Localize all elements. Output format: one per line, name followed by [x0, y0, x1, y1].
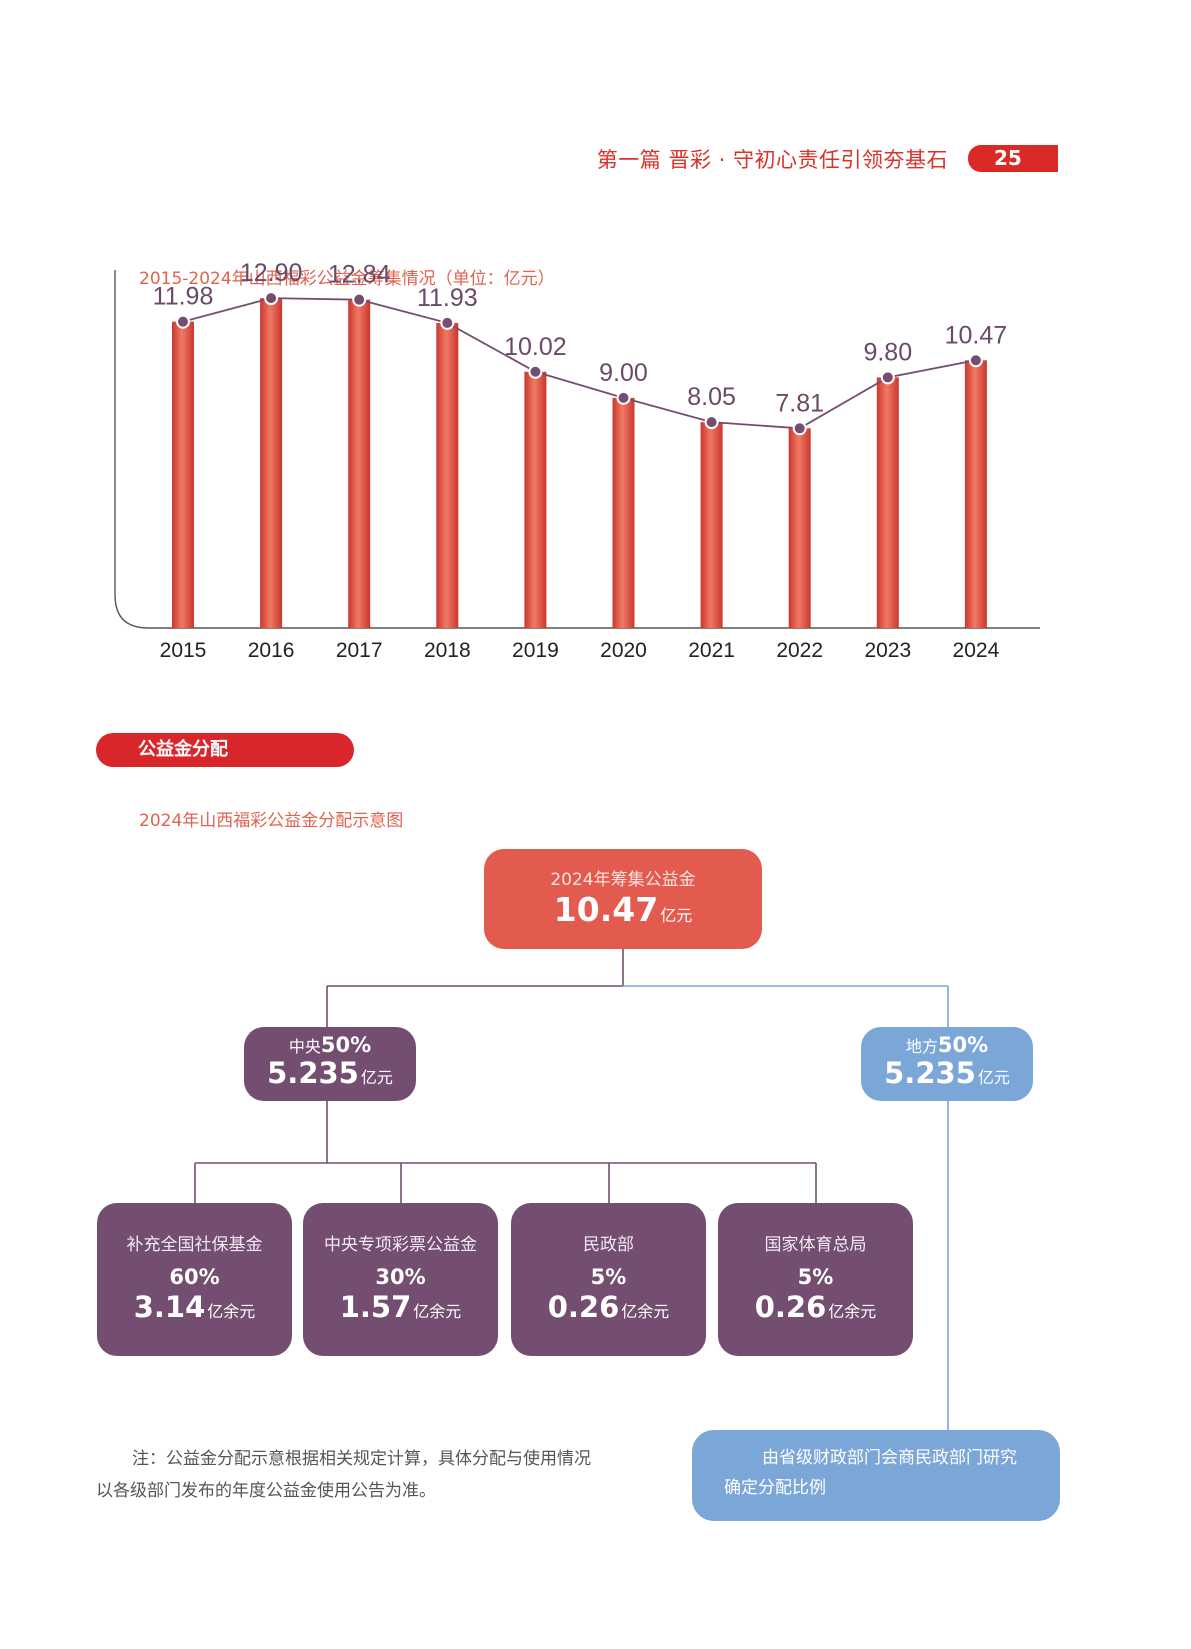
central-item-amount-line: 0.26 亿余元 [511, 1289, 706, 1330]
chart-x-tick-label: 2018 [424, 639, 471, 662]
local-share-header: 地方50% [861, 1033, 1033, 1057]
root-fund-label: 2024年筹集公益金 [550, 870, 696, 890]
central-item-unit: 亿余元 [621, 1302, 670, 1321]
central-item-amount: 0.26 [547, 1290, 620, 1324]
chart-bar [260, 298, 283, 628]
chart-x-tick-label: 2024 [953, 639, 1000, 662]
chart-bar [612, 397, 635, 628]
root-fund-box: 2024年筹集公益金 10.47 亿元 [484, 849, 762, 949]
chart-data-label: 10.47 [945, 321, 1008, 349]
central-item-percent: 30% [375, 1265, 426, 1289]
chart-x-tick-label: 2019 [512, 639, 559, 662]
chart-point [704, 415, 719, 430]
chart-x-tick-label: 2021 [688, 639, 735, 662]
chart-bar [348, 299, 371, 628]
root-fund-unit: 亿元 [660, 906, 693, 925]
chart-point [528, 364, 543, 379]
chart-data-label: 7.81 [775, 389, 824, 417]
central-share-amount: 5.235 [267, 1056, 359, 1090]
central-share-percent: 50% [320, 1033, 372, 1057]
chart-x-tick-label: 2015 [160, 639, 207, 662]
chart-axis [114, 270, 1040, 629]
chart-x-tick-label: 2016 [248, 639, 295, 662]
central-item-label: 国家体育总局 [764, 1235, 867, 1255]
central-item-label: 民政部 [583, 1235, 634, 1255]
fundraising-chart: 2015 2016 2017 2018 2019 2020 2021 2022 2023 2024… [114, 259, 1040, 662]
chart-point [176, 314, 190, 329]
central-item-amount: 3.14 [133, 1290, 206, 1324]
local-share-label: 地方 [905, 1037, 938, 1056]
chart-x-tick-label: 2022 [776, 639, 823, 662]
chart-point [440, 315, 455, 330]
chart-data-label: 11.93 [417, 284, 478, 312]
chart-point [352, 292, 367, 307]
chart-x-tick-label: 2020 [600, 639, 647, 662]
local-share-amount-line: 5.235 亿元 [861, 1057, 1033, 1094]
central-item-box: 民政部 5% 0.26 亿余元 [511, 1203, 706, 1356]
chart-data-label: 10.02 [504, 333, 567, 361]
chart-data-label: 12.90 [240, 259, 303, 287]
chart-bar [436, 322, 459, 628]
chart-point [792, 421, 807, 436]
central-item-box: 中央专项彩票公益金 30% 1.57 亿余元 [303, 1203, 498, 1356]
central-share-amount-line: 5.235 亿元 [244, 1057, 416, 1094]
chart-bar [876, 377, 899, 628]
central-item-unit: 亿余元 [413, 1302, 462, 1321]
central-item-label: 中央专项彩票公益金 [324, 1235, 477, 1255]
central-item-amount: 1.57 [339, 1290, 412, 1324]
chart-data-label: 8.05 [687, 383, 736, 411]
central-share-header: 中央50% [244, 1033, 416, 1057]
central-share-label: 中央 [288, 1037, 321, 1056]
chart-bar [788, 428, 811, 628]
chart-line [182, 297, 977, 430]
chart-point [264, 291, 279, 306]
chart-point [616, 390, 631, 405]
chart-data-label: 9.80 [863, 338, 912, 366]
central-item-percent: 5% [797, 1265, 834, 1289]
chart-bar [524, 371, 547, 628]
central-item-unit: 亿余元 [828, 1302, 877, 1321]
chart-data-label: 11.98 [153, 283, 214, 311]
chart-bar [964, 360, 987, 628]
chart-bar [172, 321, 194, 628]
central-item-label: 补充全国社保基金 [126, 1235, 263, 1255]
central-item-percent: 5% [590, 1265, 627, 1289]
root-fund-amount: 10.47 [553, 890, 659, 929]
central-item-box: 补充全国社保基金 60% 3.14 亿余元 [97, 1203, 292, 1356]
central-share-box: 中央50% 5.235 亿元 [244, 1027, 416, 1101]
local-share-box: 地方50% 5.235 亿元 [861, 1027, 1033, 1101]
central-item-amount-line: 1.57 亿余元 [303, 1289, 498, 1330]
section-label-pill: 公益金分配 [96, 733, 354, 767]
local-share-unit: 亿元 [977, 1068, 1010, 1087]
chart-title: 2015-2024年山西福彩公益金筹集情况（单位：亿元） [139, 269, 555, 289]
chart-point [880, 370, 895, 385]
central-item-box: 国家体育总局 5% 0.26 亿余元 [718, 1203, 913, 1356]
central-item-amount: 0.26 [754, 1290, 827, 1324]
diagram-title: 2024年山西福彩公益金分配示意图 [139, 811, 404, 831]
chart-x-tick-label: 2023 [864, 639, 911, 662]
chart-data-label: 12.84 [328, 261, 391, 289]
chart-point [968, 353, 983, 368]
footnote: 注：公益金分配示意根据相关规定计算，具体分配与使用情况以各级部门发布的年度公益金… [96, 1449, 591, 1501]
root-fund-amount-line: 10.47 亿元 [484, 890, 762, 929]
central-item-amount-line: 0.26 亿余元 [718, 1289, 913, 1330]
central-item-amount-line: 3.14 亿余元 [97, 1289, 292, 1330]
local-share-amount: 5.235 [884, 1056, 976, 1090]
chart-bar [700, 422, 723, 628]
chart-x-tick-label: 2017 [336, 639, 383, 662]
local-allocation-note: 由省级财政部门会商民政部门研究确定分配比例 [692, 1430, 1060, 1521]
central-item-unit: 亿余元 [207, 1302, 256, 1321]
page-number-badge: 25 [968, 145, 1058, 172]
local-share-percent: 50% [937, 1033, 989, 1057]
section-header-title: 第一篇 晋彩 · 守初心责任引领夯基石 [596, 148, 948, 172]
central-item-percent: 60% [169, 1265, 220, 1289]
chart-data-label: 9.00 [599, 359, 648, 387]
central-share-unit: 亿元 [360, 1068, 393, 1087]
